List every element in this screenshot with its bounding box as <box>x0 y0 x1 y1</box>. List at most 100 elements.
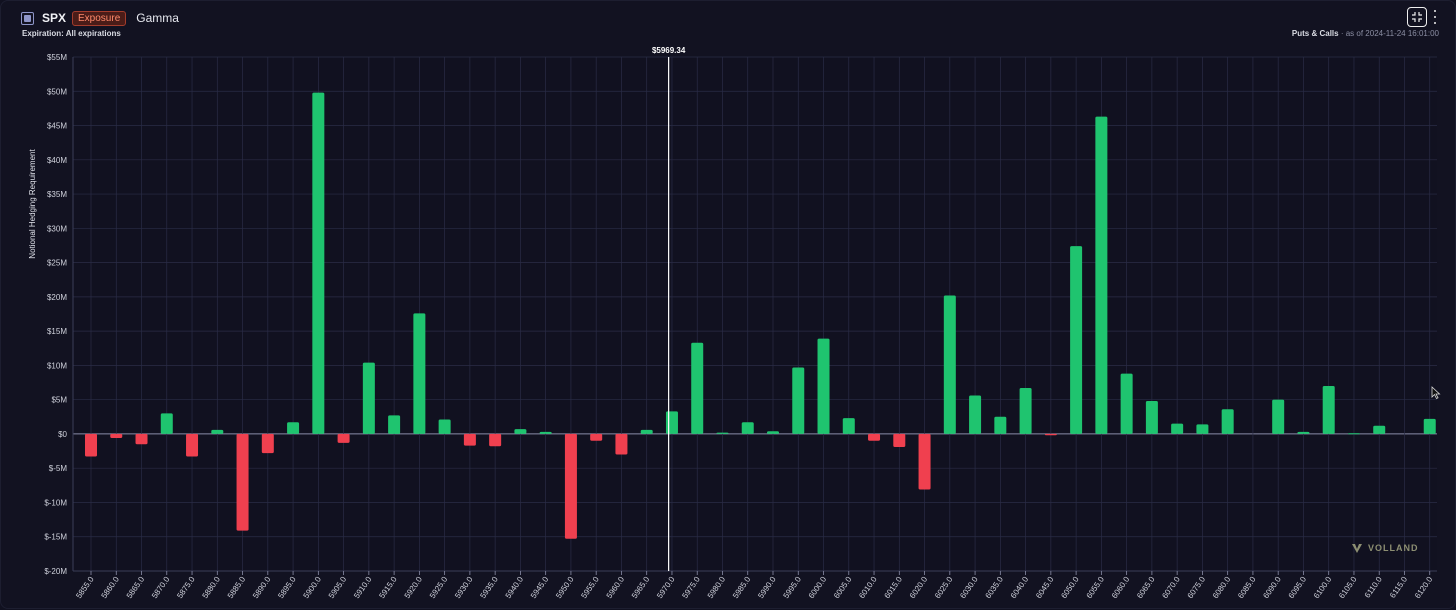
x-tick-label: 5920.0 <box>403 575 425 601</box>
y-tick-label: $55M <box>47 53 67 62</box>
bar <box>514 429 527 434</box>
y-axis-title: Notional Hedging Requirement <box>28 149 37 259</box>
bar <box>236 433 249 531</box>
bar <box>590 433 603 441</box>
y-tick-label: $45M <box>47 122 67 131</box>
bar <box>741 422 754 434</box>
x-tick-label: 6115.0 <box>1388 575 1409 600</box>
x-tick-label: 6085.0 <box>1236 575 1258 601</box>
x-tick-label: 5885.0 <box>226 575 248 601</box>
bar <box>868 433 881 441</box>
x-tick-label: 6065.0 <box>1135 575 1157 601</box>
bar <box>665 411 678 434</box>
mouse-cursor-icon <box>1431 386 1441 400</box>
x-tick-label: 6000.0 <box>807 575 829 601</box>
x-tick-label: 5870.0 <box>150 575 172 601</box>
bar <box>691 342 704 434</box>
bar <box>312 92 325 434</box>
x-tick-label: 6030.0 <box>958 575 980 601</box>
bar <box>1373 425 1386 434</box>
x-tick-label: 5960.0 <box>605 575 627 601</box>
bar <box>994 416 1007 434</box>
bar <box>186 433 199 457</box>
x-tick-label: 6010.0 <box>857 575 879 601</box>
bar <box>1347 433 1360 435</box>
x-tick-label: 5855.0 <box>74 575 96 601</box>
x-tick-label: 5875.0 <box>175 575 197 601</box>
bar <box>817 338 830 434</box>
bar <box>1221 409 1234 434</box>
menu-dot-icon <box>1434 10 1436 12</box>
y-tick-label: $15M <box>47 327 67 336</box>
bar <box>287 422 300 434</box>
select-checkbox[interactable] <box>21 11 34 25</box>
y-tick-label: $25M <box>47 259 67 268</box>
x-tick-label: 5915.0 <box>377 575 399 601</box>
volland-watermark: VOLLAND <box>1351 542 1419 554</box>
bar <box>362 362 375 434</box>
bar <box>564 433 577 539</box>
bar <box>110 433 123 439</box>
ticker-symbol: SPX <box>42 11 67 25</box>
more-menu-button[interactable] <box>1431 9 1439 25</box>
exposure-badge: Exposure <box>72 10 127 26</box>
x-tick-label: 5865.0 <box>125 575 147 601</box>
y-tick-label: $-15M <box>44 533 67 542</box>
y-tick-label: $-5M <box>49 464 68 473</box>
bar <box>1019 388 1032 434</box>
bar <box>413 313 426 434</box>
watermark-text: VOLLAND <box>1368 543 1419 553</box>
x-tick-label: 5980.0 <box>706 575 728 601</box>
collapse-button[interactable] <box>1407 7 1427 27</box>
y-tick-label: $10M <box>47 361 67 370</box>
bar <box>640 429 653 434</box>
as-of-timestamp: as of 2024-11-24 16:01:00 <box>1345 29 1439 38</box>
bar <box>1196 424 1209 434</box>
bar <box>943 295 956 434</box>
x-tick-label: 5955.0 <box>579 575 601 601</box>
x-tick-label: 5890.0 <box>251 575 273 601</box>
x-tick-label: 6105.0 <box>1337 575 1359 601</box>
x-tick-label: 6095.0 <box>1287 575 1309 601</box>
x-tick-label: 6005.0 <box>832 575 854 601</box>
x-tick-label: 5945.0 <box>529 575 551 601</box>
bar <box>1044 433 1057 436</box>
bar <box>1145 401 1158 434</box>
x-tick-label: 5925.0 <box>428 575 450 601</box>
volland-logo-icon <box>1352 544 1362 553</box>
bar <box>1095 116 1108 434</box>
y-tick-label: $20M <box>47 293 67 302</box>
bar <box>767 431 779 434</box>
expiration-label: Expiration: All expirations <box>22 29 121 38</box>
bar <box>893 433 906 447</box>
bar <box>842 418 855 434</box>
y-tick-label: $40M <box>47 156 67 165</box>
x-tick-label: 6020.0 <box>908 575 930 601</box>
y-tick-label: $30M <box>47 224 67 233</box>
x-tick-label: 6075.0 <box>1186 575 1208 601</box>
x-tick-label: 6090.0 <box>1261 575 1283 601</box>
bar <box>463 433 476 446</box>
filter-label[interactable]: Puts & Calls <box>1291 29 1339 38</box>
bar <box>337 433 350 443</box>
spot-price-label: $5969.34 <box>652 46 686 55</box>
bar <box>1322 385 1335 434</box>
y-tick-label: $0 <box>58 430 67 439</box>
bar <box>489 433 502 447</box>
x-tick-label: 5910.0 <box>352 575 374 601</box>
x-tick-label: 5880.0 <box>201 575 223 601</box>
bar <box>1171 423 1184 434</box>
x-tick-label: 5905.0 <box>327 575 349 601</box>
x-tick-label: 5950.0 <box>554 575 576 601</box>
x-tick-label: 6040.0 <box>1009 575 1031 601</box>
bar <box>388 415 401 434</box>
bar <box>918 433 931 490</box>
x-tick-label: 5995.0 <box>781 575 803 601</box>
bar <box>615 433 628 455</box>
bar <box>85 433 97 457</box>
x-tick-label: 5975.0 <box>680 575 702 601</box>
bar <box>1070 246 1083 434</box>
x-tick-label: 5895.0 <box>276 575 298 601</box>
